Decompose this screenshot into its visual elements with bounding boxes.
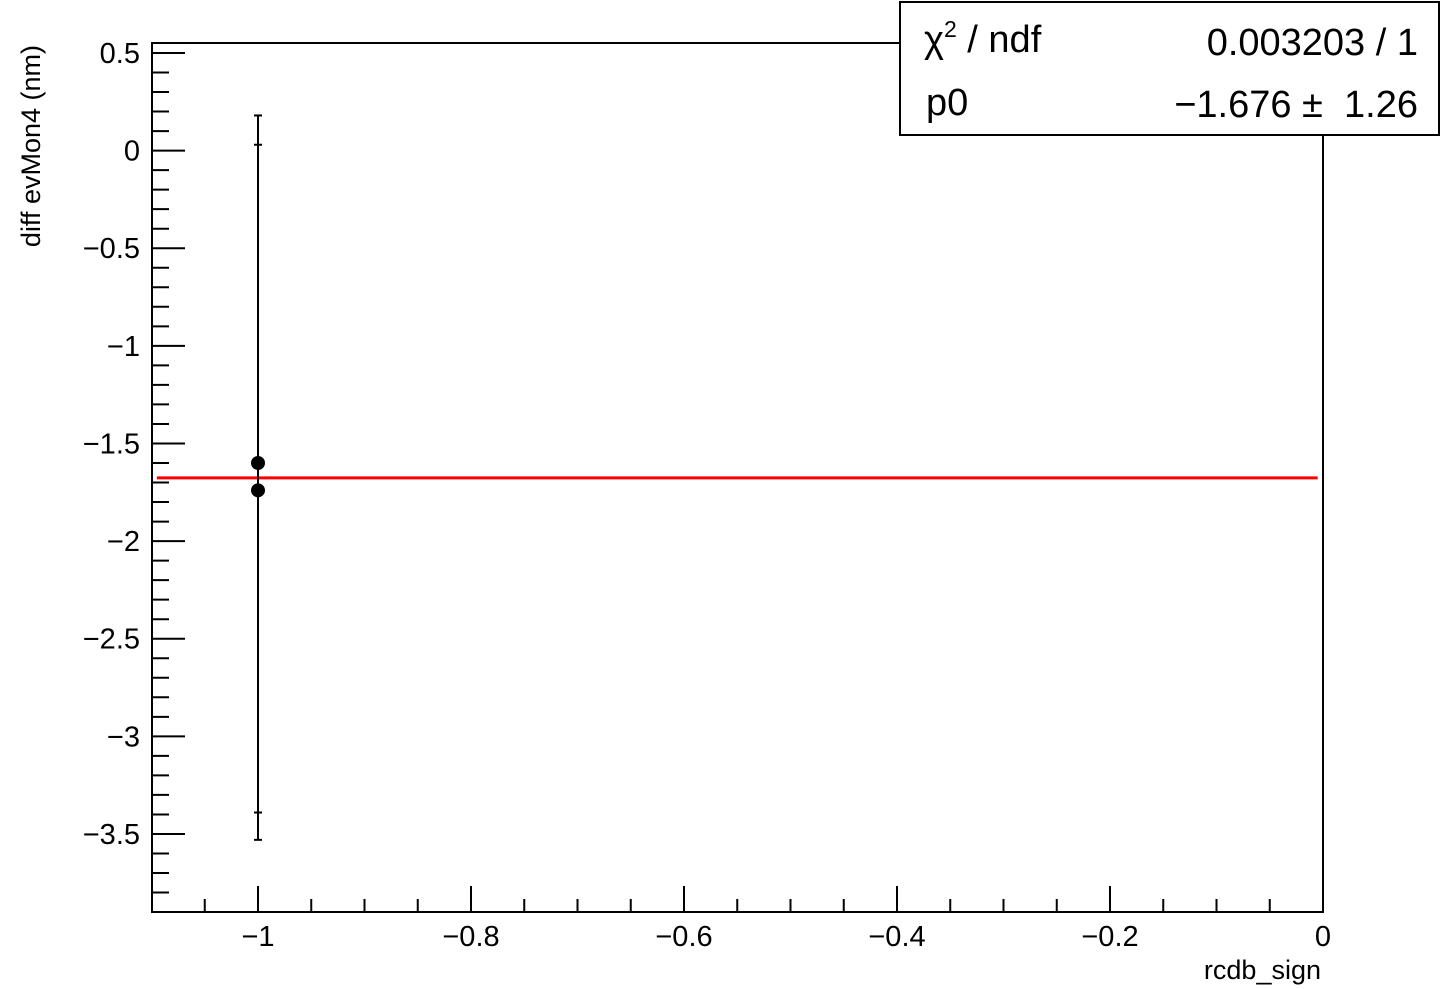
stats-box: χ2 / ndf 0.003203 / 1 p0 −1.676 ± 1.26 [899, 1, 1440, 136]
y-tick-label: −3 [107, 721, 140, 753]
x-tick-label: −0.8 [442, 921, 499, 953]
stats-label-p0: p0 [926, 82, 968, 124]
x-axis-ticks: −1 −0.8 −0.6 −0.4 −0.2 0 [241, 886, 1331, 953]
x-tick-label: −0.2 [1081, 921, 1138, 953]
stats-value-p0: −1.676 ± 1.26 [1174, 84, 1418, 126]
x-tick-label: −1 [241, 921, 274, 953]
x-tick-label: −0.4 [868, 921, 925, 953]
y-axis-title: diff evMon4 (nm) [16, 45, 46, 247]
y-tick-label: −3.5 [83, 819, 140, 851]
data-points [251, 114, 265, 841]
y-tick-label: −0.5 [83, 233, 140, 265]
stats-value-chi2: 0.003203 / 1 [1207, 22, 1418, 64]
y-tick-label: −1.5 [83, 428, 140, 460]
x-tick-label: −0.6 [655, 921, 712, 953]
y-tick-label: 0.5 [100, 38, 140, 70]
data-point [251, 483, 265, 498]
y-minor-ticks [152, 71, 169, 894]
stats-label-chi2: χ2 / ndf [924, 16, 1042, 61]
stats-box-frame [899, 1, 1440, 136]
x-minor-ticks [203, 899, 1271, 912]
y-tick-label: −2.5 [83, 624, 140, 656]
x-axis-title: rcdb_sign [1204, 955, 1321, 985]
x-tick-label: 0 [1315, 921, 1331, 953]
y-axis-ticks: 0.5 0 −0.5 −1 −1.5 −2 −2.5 −3 −3.5 [83, 38, 185, 851]
y-tick-label: −2 [107, 526, 140, 558]
y-tick-label: 0 [124, 136, 140, 168]
y-tick-label: −1 [107, 331, 140, 363]
